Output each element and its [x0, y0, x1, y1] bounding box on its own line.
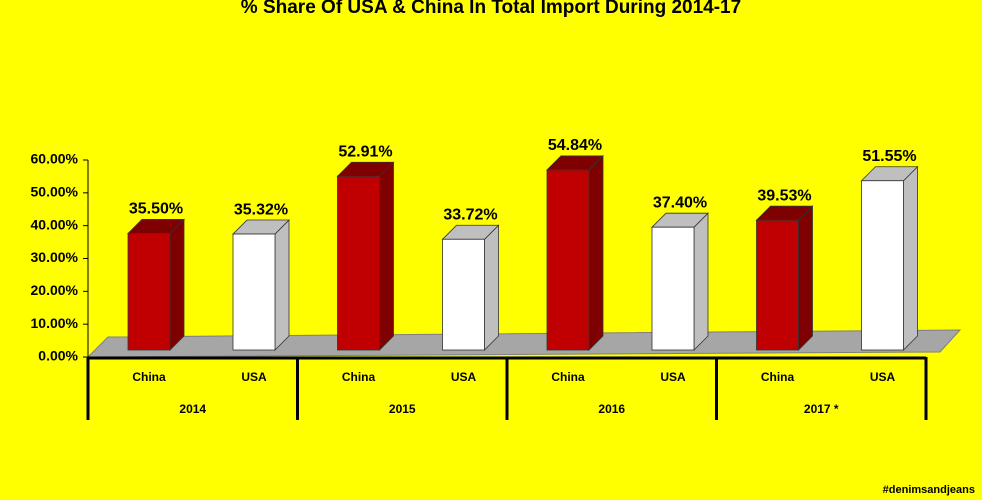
bar — [127, 233, 171, 351]
bar-side — [484, 224, 499, 351]
bar-side — [274, 219, 290, 351]
floor — [86, 329, 962, 358]
x-tick-label: 2017 * — [804, 402, 839, 416]
series-label: China — [342, 370, 376, 384]
data-label: 51.55% — [862, 148, 916, 165]
y-tick-label: 40.00% — [31, 216, 79, 232]
data-label: 37.40% — [653, 194, 707, 211]
bar-side — [169, 218, 185, 351]
y-tick-label: 30.00% — [31, 249, 79, 265]
series-label: China — [132, 370, 166, 384]
series-label: USA — [870, 370, 896, 384]
y-tick-label: 60.00% — [31, 151, 79, 167]
series-label: USA — [660, 370, 686, 384]
watermark: #denimsandjeans — [883, 484, 975, 496]
data-label: 33.72% — [443, 207, 497, 224]
series-label: USA — [451, 370, 477, 384]
bar-side — [588, 154, 604, 351]
y-tick-label: 50.00% — [31, 184, 79, 200]
bar — [337, 175, 380, 351]
data-label: 35.50% — [129, 201, 183, 218]
x-tick-label: 2014 — [179, 402, 206, 416]
chart-title: % Share Of USA & China In Total Import D… — [241, 0, 741, 18]
bar-side — [693, 212, 709, 351]
series-label: USA — [241, 370, 267, 384]
data-label: 52.91% — [338, 143, 392, 160]
bar — [546, 169, 590, 351]
bar — [232, 233, 276, 351]
x-tick-label: 2016 — [598, 402, 625, 416]
series-label: China — [551, 370, 585, 384]
bar-side — [379, 161, 394, 351]
bar — [861, 180, 904, 351]
bar — [756, 219, 799, 351]
y-tick-label: 20.00% — [31, 282, 79, 298]
data-label: 35.32% — [234, 201, 288, 218]
bar — [442, 238, 485, 351]
series-label: China — [761, 370, 795, 384]
y-tick-label: 0.00% — [38, 348, 78, 364]
bar-side — [798, 205, 813, 351]
x-tick-label: 2015 — [389, 402, 416, 416]
bar — [651, 226, 695, 351]
data-label: 54.84% — [548, 137, 602, 154]
y-tick-label: 10.00% — [31, 315, 79, 331]
data-label: 39.53% — [757, 187, 811, 204]
bar-side — [903, 165, 918, 351]
